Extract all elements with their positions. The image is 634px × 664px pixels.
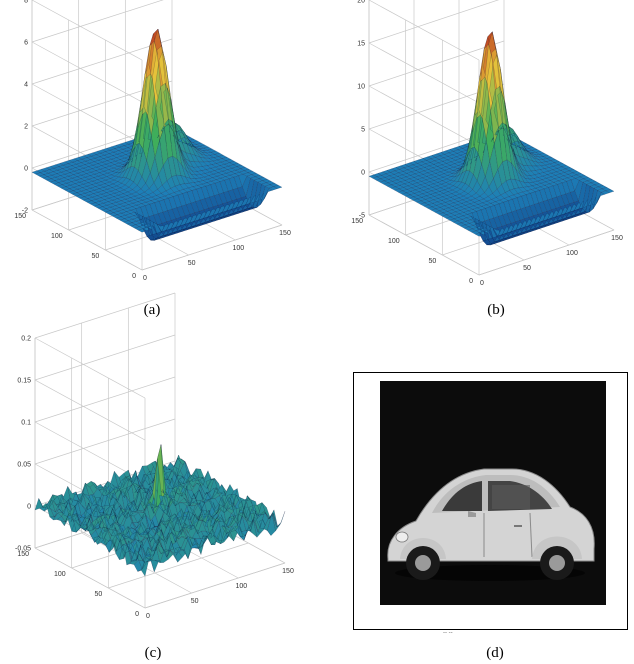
surface-plot-b: -505101520050100150050100150x 10-4	[317, 0, 627, 300]
z-tick-label: 5	[361, 127, 365, 134]
surface-cell	[276, 511, 286, 528]
z-tick-label: 8	[24, 0, 28, 5]
grid-line	[34, 376, 176, 423]
x-tick-label: 50	[188, 260, 196, 267]
grid-line	[368, 0, 480, 61]
z-tick-label: 20	[357, 0, 365, 5]
grid-line	[31, 209, 143, 271]
tick-labels: -0.05 0 0.05 0.1 0.15 0.2 0 50 100 150 0 50 100 150	[15, 336, 294, 621]
surface	[31, 28, 283, 241]
z-tick-label: -5	[359, 213, 365, 220]
z-tick-label: 0.05	[17, 462, 31, 469]
y-tick-label: 100	[388, 238, 400, 245]
x-tick-label: 100	[235, 583, 247, 590]
x-tick-label: 0	[146, 613, 150, 620]
tick-labels: -505101520050100150050100150x 10-4	[351, 0, 623, 287]
surface-plot-a-canvas: -202468050100150050100150x 10-3	[14, 0, 291, 282]
z-tick-label: 0.15	[17, 378, 31, 385]
x-tick-label: 150	[282, 568, 294, 575]
y-tick-label: 100	[51, 233, 63, 240]
z-tick-label: 6	[24, 40, 28, 47]
x-tick-label: 0	[143, 275, 147, 282]
grid-line	[368, 0, 500, 44]
grid-line	[34, 292, 176, 339]
grid-line	[34, 337, 146, 399]
z-tick-label: 0.2	[21, 336, 31, 343]
y-tick-label: 50	[95, 591, 103, 598]
z-tick-label: 15	[357, 41, 365, 48]
x-tick-label: 150	[279, 230, 291, 237]
caption-a: (a)	[143, 302, 161, 318]
x-tick-label: 50	[191, 598, 199, 605]
y-tick-label: 0	[469, 278, 473, 285]
z-tick-label: 0	[27, 504, 31, 511]
y-tick-label: 0	[132, 273, 136, 280]
surface-plot-c: -0.05 0 0.05 0.1 0.15 0.2 0 50 100 150 0 50 100 150	[0, 292, 310, 640]
y-tick-label: 50	[429, 258, 437, 265]
image-watermark: -- --	[443, 630, 453, 636]
z-tick-label: 0.1	[21, 420, 31, 427]
z-tick-label: 4	[24, 82, 28, 89]
z-tick-label: 2	[24, 124, 28, 131]
grid-line	[34, 418, 176, 465]
surface-plot-a: -202468050100150050100150x 10-3	[0, 0, 310, 300]
z-tick-label: -2	[22, 208, 28, 215]
tick-labels: -202468050100150050100150x 10-3	[14, 0, 291, 282]
car-photo	[380, 381, 606, 605]
z-tick-label: 0	[24, 166, 28, 173]
grid-line	[31, 83, 143, 145]
axis-line	[144, 562, 286, 609]
y-tick-label: 50	[92, 253, 100, 260]
y-tick-label: 150	[14, 213, 26, 220]
grid-line	[31, 41, 143, 103]
surface-plot-b-canvas: -505101520050100150050100150x 10-4	[351, 0, 623, 287]
x-tick-label: 50	[523, 265, 531, 272]
x-tick-label: 0	[480, 280, 484, 287]
grid-line	[31, 0, 143, 61]
grid-line	[368, 85, 480, 147]
grid-line	[31, 0, 164, 43]
axis-line	[141, 224, 283, 271]
z-tick-label: -0.05	[15, 546, 31, 553]
surface-plot-c-canvas: -0.05 0 0.05 0.1 0.15 0.2 0 50 100 150 0 50 100 150	[15, 292, 294, 620]
x-tick-label: 100	[232, 245, 244, 252]
caption-b: (b)	[487, 302, 505, 318]
y-tick-label: 100	[54, 571, 66, 578]
grid-line	[108, 542, 249, 589]
grid-line	[34, 379, 146, 441]
grid-line	[34, 547, 146, 609]
y-tick-label: 0	[135, 611, 139, 618]
z-tick-label: 10	[357, 84, 365, 91]
caption-c: (c)	[144, 645, 162, 661]
grid-line	[368, 214, 480, 276]
grid-line	[368, 42, 480, 104]
y-tick-label: 150	[17, 551, 29, 558]
x-tick-label: 100	[566, 250, 578, 257]
car-image-frame	[353, 372, 628, 630]
z-tick-label: 0	[361, 170, 365, 177]
grid-line	[34, 334, 176, 381]
grid-line	[31, 38, 173, 85]
y-tick-label: 150	[351, 218, 363, 225]
x-tick-label: 150	[611, 235, 623, 242]
surface-cell	[273, 185, 283, 189]
axis-line	[478, 229, 615, 276]
surface	[368, 31, 615, 246]
grid-line	[368, 40, 505, 87]
caption-d: (d)	[486, 645, 504, 661]
surface-cell	[605, 189, 615, 193]
car-illustration	[387, 468, 595, 581]
surface	[34, 444, 286, 577]
